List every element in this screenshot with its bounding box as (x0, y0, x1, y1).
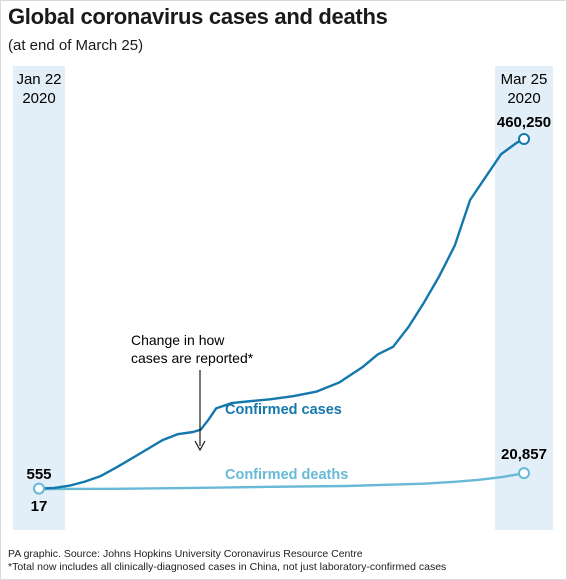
start-marker (33, 482, 45, 495)
chart-subtitle: (at end of March 25) (8, 37, 144, 54)
series-line-confirmed-deaths (38, 471, 525, 491)
annotation-line-1: Change in how (131, 332, 225, 348)
annotation-arrow-head (194, 440, 206, 452)
footer-note: *Total now includes all clinically-diagn… (8, 561, 447, 573)
deaths-end-value: 20,857 (501, 446, 547, 463)
x-end-label-month: Mar 25 (501, 71, 548, 88)
deaths-start-value: 17 (31, 498, 48, 515)
cases-end-value: 460,250 (497, 114, 551, 131)
deaths-end-marker (518, 467, 530, 480)
x-end-label-year: 2020 (507, 90, 540, 107)
x-start-label-month: Jan 22 (16, 71, 61, 88)
x-start-label-year: 2020 (22, 90, 55, 107)
cases-start-value: 555 (26, 466, 51, 483)
start-date-band (13, 66, 65, 530)
series-label-confirmed-deaths: Confirmed deaths (225, 467, 348, 483)
footer-source: PA graphic. Source: Johns Hopkins Univer… (8, 548, 363, 560)
chart-title: Global coronavirus cases and deaths (8, 4, 388, 29)
series-line-confirmed-cases (38, 137, 525, 490)
annotation-line-2: cases are reported* (131, 350, 254, 366)
cases-end-marker (518, 133, 530, 145)
series-label-confirmed-cases: Confirmed cases (225, 402, 342, 418)
